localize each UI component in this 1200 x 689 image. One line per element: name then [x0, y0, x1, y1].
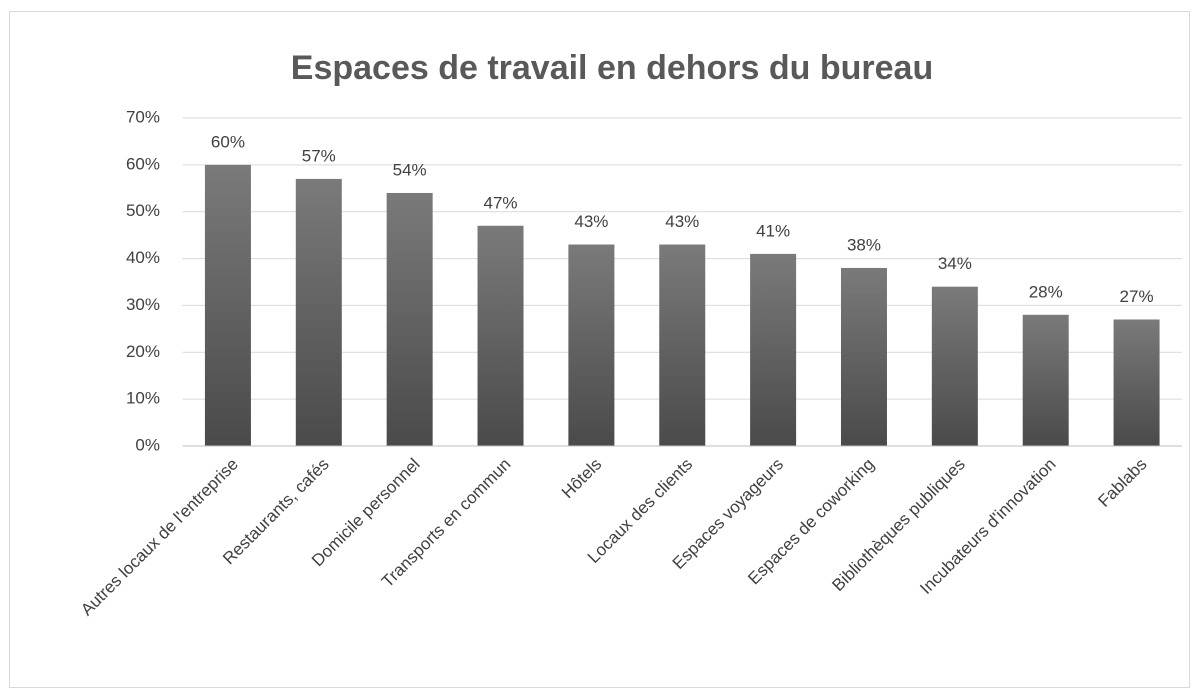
bar [750, 253, 797, 446]
data-label: 43% [574, 212, 608, 231]
y-tick-label: 50% [126, 201, 160, 220]
y-tick-label: 20% [126, 342, 160, 361]
bar [295, 178, 342, 446]
y-tick-label: 70% [126, 107, 160, 126]
y-tick-label: 60% [126, 154, 160, 173]
y-tick-label: 30% [126, 295, 160, 314]
chart-title: Espaces de travail en dehors du bureau [291, 49, 933, 87]
bar [1022, 314, 1069, 446]
bar [840, 267, 887, 446]
data-label: 28% [1029, 282, 1063, 301]
bar [1113, 319, 1160, 446]
y-tick-label: 0% [135, 435, 160, 454]
bar [659, 244, 706, 446]
y-tick-label: 40% [126, 248, 160, 267]
bar [931, 286, 978, 446]
data-label: 60% [211, 132, 245, 151]
data-label: 34% [938, 254, 972, 273]
data-label: 57% [302, 146, 336, 165]
y-tick-label: 10% [126, 389, 160, 408]
bar [204, 164, 251, 446]
bar [386, 192, 433, 446]
data-label: 41% [756, 221, 790, 240]
data-label: 38% [847, 235, 881, 254]
data-label: 47% [484, 193, 518, 212]
data-label: 43% [665, 212, 699, 231]
bar [477, 225, 524, 446]
bar [568, 244, 615, 446]
data-label: 27% [1120, 287, 1154, 306]
data-label: 54% [393, 160, 427, 179]
